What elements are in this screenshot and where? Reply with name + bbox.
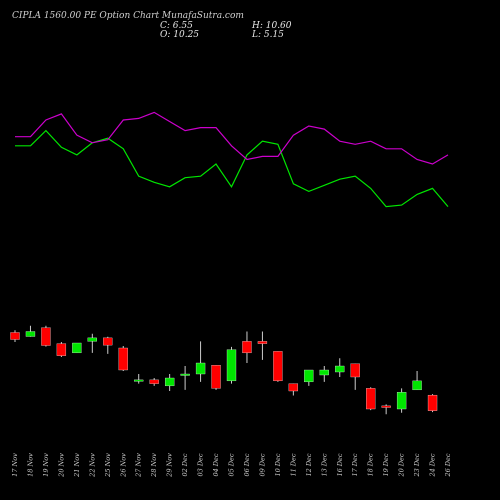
candle-body-22 [335,365,345,373]
x-tick-label: 12 Dec [305,453,313,476]
x-tick-label: 22 Nov [88,453,96,478]
x-tick-label: 18 Nov [26,453,34,477]
candle-body-20 [304,369,314,383]
candle-body-23 [350,363,360,378]
candle-body-21 [319,369,329,376]
candle-body-25 [381,405,391,408]
x-tick-label: 28 Nov [150,453,158,478]
x-tick-label: 20 Dec [398,453,406,477]
x-tick-label: 04 Dec [212,453,220,476]
x-tick-label: 21 Nov [73,453,81,478]
x-tick-label: 10 Dec [274,453,282,476]
candle-body-18 [273,351,283,382]
open-value: O: 10.25 [160,30,200,40]
candle-body-24 [366,388,376,410]
candle-body-3 [41,327,51,346]
candle-body-2 [25,331,36,337]
candle-body-16 [242,341,252,354]
x-tick-label: 09 Dec [258,453,266,476]
indicator-line-2 [15,111,449,165]
chart-title: CIPLA 1560.00 PE Option Chart MunafaSutr… [12,11,244,21]
x-tick-label: 16 Dec [336,453,344,476]
x-tick-label: 05 Dec [228,453,236,476]
x-tick-label: 26 Dec [444,453,452,477]
indicator-line-1 [15,129,449,208]
x-tick-label: 06 Dec [243,453,251,476]
close-value: C: 6.55 [160,21,193,31]
candle-body-11 [164,377,175,387]
high-value: H: 10.60 [252,21,292,31]
x-tick-label: 29 Nov [166,453,174,478]
x-tick-label: 13 Dec [320,453,328,476]
x-tick-label: 26 Nov [119,453,127,478]
candle-body-26 [396,392,407,410]
candle-body-7 [103,337,113,346]
candle-body-8 [118,347,128,371]
x-tick-label: 17 Nov [11,453,19,477]
candle-body-13 [195,362,206,375]
x-tick-label: 25 Nov [104,453,112,478]
candle-body-15 [226,349,237,382]
x-tick-label: 20 Nov [57,453,65,478]
candle-body-6 [87,337,97,342]
x-tick-label: 11 Dec [289,453,297,476]
candle-body-28 [427,394,438,411]
candle-body-4 [56,343,67,356]
candle-body-19 [288,383,299,392]
x-tick-label: 18 Dec [367,453,375,476]
x-tick-label: 27 Nov [135,453,143,478]
x-tick-label: 19 Nov [42,453,50,477]
candle-body-1 [10,332,20,340]
x-tick-label: 24 Dec [429,453,437,477]
candle-body-17 [257,341,268,344]
x-tick-label: 23 Dec [413,453,421,477]
x-tick-label: 02 Dec [181,453,189,476]
candle-body-14 [211,365,221,389]
candle-body-9 [134,379,144,382]
candle-body-12 [180,373,190,376]
candle-body-27 [412,380,422,391]
x-tick-label: 17 Dec [351,453,359,476]
x-tick-label: 19 Dec [382,453,390,476]
candle-body-5 [72,342,82,354]
low-value: L: 5.15 [252,30,284,40]
x-tick-label: 03 Dec [197,453,205,476]
candle-body-10 [149,379,159,384]
